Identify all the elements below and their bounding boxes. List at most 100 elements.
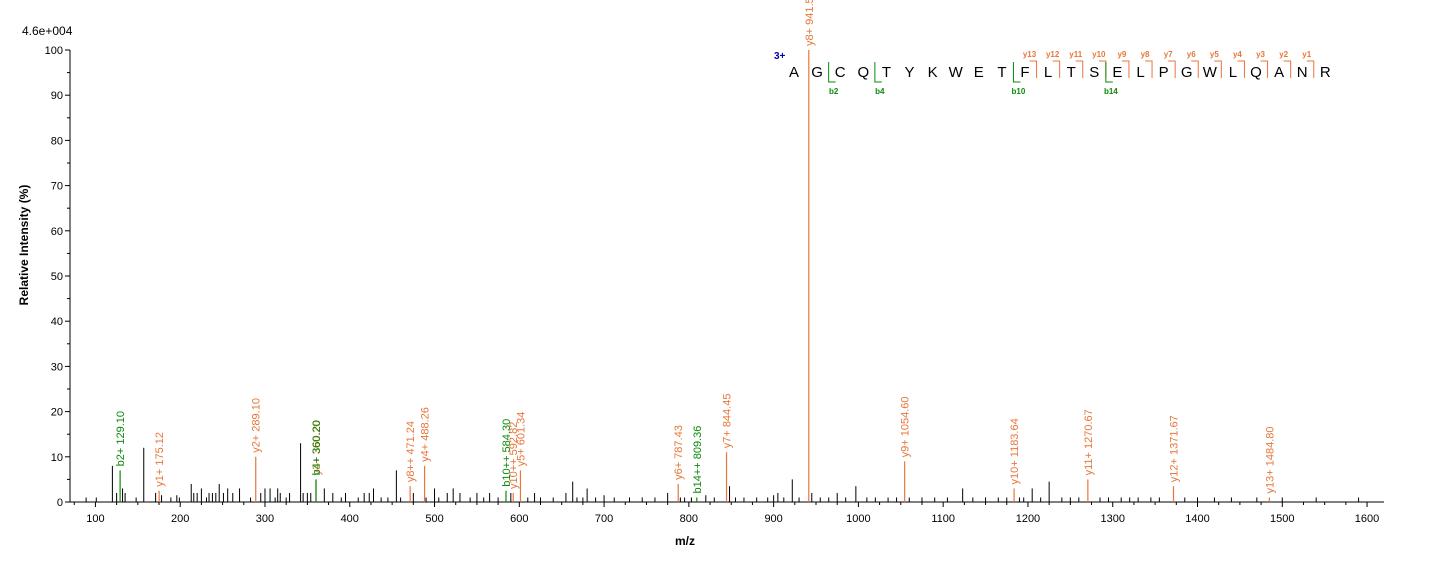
sequence-residue: Q (1250, 64, 1262, 81)
intensity-scale-label: 4.6e+004 (22, 24, 73, 38)
sequence-residue: W (1203, 64, 1218, 81)
y-ion-marker (1168, 60, 1176, 78)
y-ion-marker (1145, 60, 1153, 78)
sequence-residue: G (811, 64, 823, 81)
x-tick-label: 1300 (1100, 513, 1124, 525)
sequence-residue: L (1229, 64, 1237, 81)
y-ion-label: y9 (1117, 50, 1126, 59)
y-ion-marker (1306, 60, 1315, 78)
sequence-residue: F (1020, 64, 1029, 81)
x-tick-label: 1000 (846, 513, 870, 525)
x-tick-label: 700 (595, 513, 613, 525)
x-tick-label: 800 (680, 513, 698, 525)
y-tick-label: 20 (51, 407, 63, 419)
b-ion-label: b10 (1012, 87, 1026, 96)
y-ion-marker (1121, 60, 1130, 78)
x-tick-label: 1500 (1270, 513, 1294, 525)
peak-label: y3+ 360.20 (311, 421, 323, 476)
b-ion-label: b2 (829, 87, 839, 96)
peak-label: y8++ 471.24 (405, 421, 417, 482)
peak-label: y13+ 1484.80 (1264, 426, 1276, 493)
b-ion-marker (1012, 62, 1021, 83)
y-ion-marker (1075, 60, 1084, 78)
y-ion-marker (1237, 60, 1245, 78)
peak-label: b2+ 129.10 (115, 411, 127, 466)
y-ion-marker (1260, 60, 1269, 78)
peak-label: y6+ 787.43 (673, 425, 685, 480)
precursor-charge: 3+ (774, 51, 786, 62)
y-ion-label: y5 (1210, 50, 1219, 59)
peak-label: y10+ 1183.64 (1009, 418, 1021, 484)
x-tick-label: 1100 (931, 513, 955, 525)
y-ion-marker (1191, 60, 1199, 78)
y-tick-label: 100 (45, 45, 63, 57)
x-tick-label: 500 (425, 513, 443, 525)
sequence-residue: K (928, 64, 938, 81)
b-ion-marker (874, 62, 882, 83)
y-tick-label: 30 (51, 361, 63, 373)
plot-area: 0 10 20 30 40 50 60 70 80 90 100 100 200 300 400 500 600… (45, 0, 1384, 525)
x-tick-label: 100 (86, 513, 104, 525)
sequence-residue: R (1320, 64, 1331, 81)
sequence-residue: L (1044, 64, 1052, 81)
sequence-residue: L (1136, 64, 1144, 81)
peak-label: y10++ 592.82 (508, 422, 520, 489)
y-ion-label: y6 (1187, 50, 1196, 59)
y-tick-label: 60 (51, 226, 63, 238)
y-ion-label: y2 (1279, 50, 1288, 59)
sequence-residue: A (1274, 64, 1284, 81)
sequence-residue: T (1067, 64, 1076, 81)
sequence-residue: A (789, 64, 799, 81)
x-axis-title: m/z (675, 534, 695, 548)
x-tick-label: 900 (764, 513, 782, 525)
peak-label: y7+ 844.45 (722, 394, 734, 449)
y-ion-marker (1052, 60, 1061, 78)
b-ion-marker (828, 62, 836, 83)
y-tick-label: 90 (51, 90, 63, 102)
y-ion-label: y12 (1046, 50, 1060, 59)
y-tick-label: 10 (51, 452, 63, 464)
y-ion-marker (1029, 60, 1038, 78)
y-ion-label: y10 (1092, 50, 1106, 59)
x-tick-label: 300 (256, 513, 274, 525)
sequence-residue: T (882, 64, 891, 81)
y-ion-label: y8 (1141, 50, 1150, 59)
y-ion-marker (1283, 60, 1292, 78)
peak-label: y12+ 1371.67 (1168, 415, 1180, 482)
x-tick-label: 400 (341, 513, 359, 525)
y-tick-label: 40 (51, 316, 63, 328)
b-ion-marker (1105, 62, 1113, 83)
y-ion-marker (1214, 60, 1222, 78)
peak-label: y4+ 488.26 (420, 407, 432, 462)
b-ion-label: b14 (1104, 87, 1118, 96)
sequence-residue: Q (857, 64, 869, 81)
y-ion-label: y11 (1069, 50, 1082, 59)
sequence-residue: T (997, 64, 1006, 81)
peak-label: b14++ 809.36 (692, 426, 704, 494)
sequence-residue: P (1159, 64, 1169, 81)
y-tick-label: 0 (57, 497, 63, 509)
peak-label: y2+ 289.10 (251, 398, 263, 453)
sequence-residue: C (835, 64, 846, 81)
sequence-residue: Y (904, 64, 914, 81)
y-tick-label: 80 (51, 135, 63, 147)
x-tick-label: 1200 (1016, 513, 1040, 525)
x-tick-label: 200 (171, 513, 189, 525)
y-ion-label: y13 (1023, 50, 1037, 59)
peak-label: y5+ 601.34 (515, 412, 527, 467)
y-ion-marker (1098, 60, 1107, 78)
x-tick-label: 1400 (1185, 513, 1209, 525)
sequence-residue: G (1181, 64, 1193, 81)
sequence-residue: E (974, 64, 984, 81)
b-ion-label: b4 (875, 87, 885, 96)
peak-label: y9+ 1054.60 (900, 396, 912, 457)
sequence-residue: W (949, 64, 964, 81)
y-ion-label: y1 (1302, 50, 1311, 59)
peak-label: b4+ 360.20 (311, 420, 323, 475)
x-tick-label: 600 (510, 513, 528, 525)
y-ion-label: y4 (1233, 50, 1242, 59)
peak-label: b10++ 584.30 (501, 419, 513, 487)
peak-label: y11+ 1270.67 (1083, 409, 1095, 475)
y-ion-label: y3 (1256, 50, 1265, 59)
